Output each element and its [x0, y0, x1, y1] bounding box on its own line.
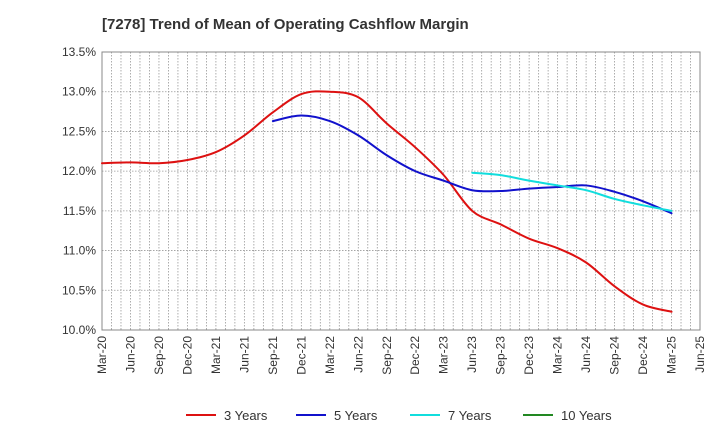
- x-tick-label: Sep-20: [152, 336, 166, 375]
- x-tick-label: Sep-21: [266, 336, 280, 375]
- chart-title: [7278] Trend of Mean of Operating Cashfl…: [102, 16, 469, 33]
- x-tick-label: Dec-22: [408, 336, 422, 375]
- legend-label: 10 Years: [561, 408, 612, 423]
- x-tick-label: Jun-24: [579, 336, 593, 373]
- x-tick-label: Dec-24: [636, 336, 650, 375]
- x-tick-label: Jun-20: [123, 336, 137, 373]
- x-tick-label: Mar-25: [665, 336, 679, 374]
- y-tick-label: 10.5%: [62, 283, 96, 297]
- x-tick-label: Mar-21: [209, 336, 223, 374]
- legend: 3 Years 5 Years 7 Years 10 Years: [186, 408, 612, 423]
- y-tick-label: 13.0%: [62, 85, 96, 99]
- y-tick-label: 13.5%: [62, 45, 96, 59]
- y-tick-label: 11.5%: [63, 204, 96, 218]
- x-tick-label: Mar-20: [95, 336, 109, 374]
- legend-label: 3 Years: [224, 408, 268, 423]
- x-tick-label: Dec-23: [522, 336, 536, 375]
- grid: [102, 51, 700, 330]
- plot-frame: [101, 51, 701, 331]
- x-tick-label: Dec-20: [180, 336, 194, 375]
- series-line-3-years: [101, 90, 673, 313]
- y-tick-label: 10.0%: [62, 323, 96, 337]
- legend-label: 5 Years: [334, 408, 378, 423]
- series-line-7-years: [471, 171, 673, 212]
- x-tick-label: Mar-22: [323, 336, 337, 374]
- x-tick-label: Jun-21: [237, 336, 251, 373]
- x-tick-label: Jun-25: [693, 336, 707, 373]
- x-tick-label: Sep-22: [380, 336, 394, 375]
- x-tick-label: Dec-21: [294, 336, 308, 375]
- y-tick-label: 11.0%: [63, 244, 96, 258]
- series-line-5-years: [271, 114, 673, 215]
- x-tick-label: Sep-24: [608, 336, 622, 375]
- x-tick-label: Sep-23: [494, 336, 508, 375]
- series-lines: [101, 90, 673, 313]
- y-tick-label: 12.0%: [62, 164, 96, 178]
- legend-label: 7 Years: [448, 408, 492, 423]
- x-tick-label: Mar-23: [437, 336, 451, 374]
- x-axis-ticks: Mar-20 Jun-20 Sep-20 Dec-20 Mar-21 Jun-21 Sep-…: [95, 336, 707, 375]
- x-tick-label: Jun-23: [465, 336, 479, 373]
- y-tick-label: 12.5%: [62, 124, 96, 138]
- axes: [101, 51, 701, 331]
- x-tick-label: Jun-22: [351, 336, 365, 373]
- x-tick-label: Mar-24: [551, 336, 565, 374]
- y-axis-ticks: 10.0% 10.5% 11.0% 11.5% 12.0% 12.5% 13.0% 13.5%: [62, 45, 96, 337]
